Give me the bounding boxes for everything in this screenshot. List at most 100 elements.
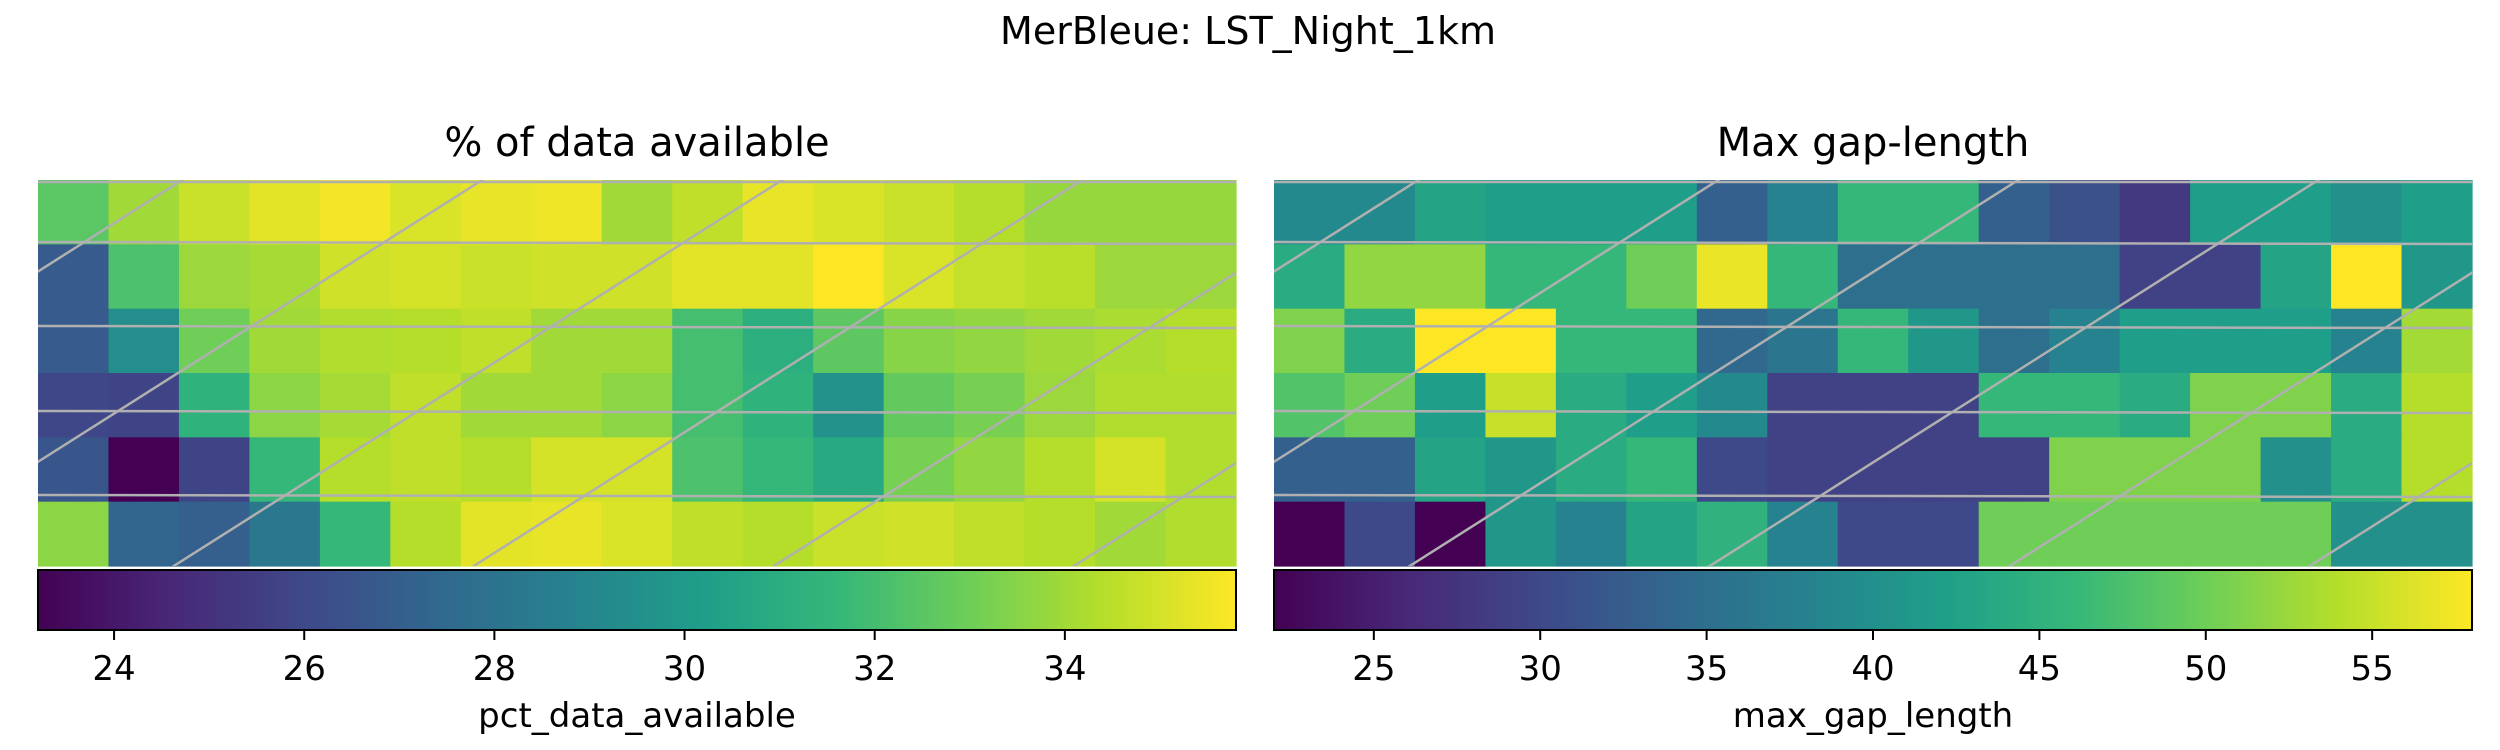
heatmap-cell [2401,308,2473,374]
heatmap-cell [1414,437,1487,503]
grid-line [38,493,1236,499]
colorbar [37,569,1237,631]
grid-line [171,180,785,566]
heatmap-cell [601,373,673,438]
heatmap-cell [1908,437,1980,503]
heatmap-cell [742,501,814,567]
heatmap-cell [1274,437,1346,503]
heatmap-cell [1696,244,1768,310]
max-gap-length-panel: Max gap-length 25 30 35 40 45 50 55 max_gap_leng… [1273,120,2473,736]
heatmap-cell [1274,501,1346,567]
heatmap-cell [1626,244,1698,310]
heatmap-cell [1908,244,1980,310]
heatmap-cell [601,308,673,374]
colorbar-label: pct_data_available [478,696,796,736]
heatmap-cell [672,308,744,374]
heatmap-cell [1978,373,2050,438]
heatmap-cell [1344,244,1416,310]
heatmap-cell [742,180,814,245]
heatmap-cell [1274,373,1346,438]
heatmap-cell [2331,180,2403,245]
heatmap-cell [2190,373,2262,438]
heatmap-cell [1485,244,1557,310]
heatmap-cell [531,244,603,310]
heatmap-cell [1095,244,1167,310]
heatmap-cell [1626,180,1698,245]
grid-line [38,324,1236,330]
grid-line [1274,180,1721,464]
heatmap-cell [813,437,885,503]
heatmap-cell [1024,437,1096,503]
grid-lines [38,180,1236,566]
heatmap-cell [178,373,251,438]
heatmap-cell [1837,244,1909,310]
heatmap-cell [2049,308,2121,374]
heatmap-cell [1978,244,2050,310]
heatmap-cell [319,437,391,503]
heatmap-cell [883,308,955,374]
heatmap-cell [249,180,321,245]
heatmap-cell [672,501,744,567]
heatmap-cell [2049,180,2121,245]
heatmap-cell [1095,501,1167,567]
heatmap-cell [1024,244,1096,310]
heatmap-cell [1024,501,1096,567]
heatmap-cell [1696,180,1768,245]
heatmap-cell [1555,180,1627,245]
heatmap-cell [319,180,391,245]
heatmap-cell [2119,437,2191,503]
heatmap-cell [390,501,462,567]
heatmap-cell [1555,501,1627,567]
heatmap-cell [813,180,885,245]
heatmap-cell [1978,501,2050,567]
grid-line [2307,461,2472,566]
grid-line [1274,324,2472,330]
heatmap-cell [1024,373,1096,438]
colorbar-tick-label: 25 [1352,649,1395,689]
heatmap-cell [390,180,462,245]
heatmap-cell [1485,373,1557,438]
colorbar-label: max_gap_length [1733,696,2013,736]
grid-line [1071,461,1236,566]
heatmap-cell [1024,180,1096,245]
heatmap-cell [1485,501,1557,567]
colorbar-tick-label: 50 [2184,649,2227,689]
heatmap-cell [1095,180,1167,245]
heatmap-cell [2190,437,2262,503]
grid-line [771,271,1236,566]
colorbar-tick-label: 45 [2018,649,2061,689]
heatmap-cell [1024,308,1096,374]
heatmap-cell [249,501,321,567]
heatmap-cell [2401,501,2473,567]
heatmap-cell [460,437,532,503]
heatmap-cell [2119,501,2191,567]
grid-line [1707,180,2321,566]
heatmap-cell [531,180,603,245]
grid-line [38,240,1236,246]
colorbar-tick-label: 24 [92,649,135,689]
heatmap-cell [319,501,391,567]
heatmap-cell [954,501,1026,567]
heatmap-cell [1344,373,1416,438]
colorbar-tick-label: 55 [2351,649,2394,689]
heatmap-cell [1767,244,1839,310]
heatmap-cell [1485,308,1557,374]
heatmap-cell [249,244,321,310]
heatmap-cell [2401,180,2473,245]
heatmap-cell [108,244,180,310]
heatmap-cell [108,373,180,438]
heatmap-cell [1978,180,2050,245]
heatmap-cell [38,244,110,310]
heatmap-cell [178,437,251,503]
heatmap-cell [954,373,1026,438]
heatmap-cell [108,501,180,567]
grid-line [1407,180,2021,566]
heatmap-cell [1165,373,1237,438]
grid-line [38,180,185,273]
heatmap-cell [1767,373,1839,438]
colorbar [1273,569,2473,631]
heatmap-cell [178,308,251,374]
heatmap-cell [1696,501,1768,567]
grid-line [38,180,485,464]
